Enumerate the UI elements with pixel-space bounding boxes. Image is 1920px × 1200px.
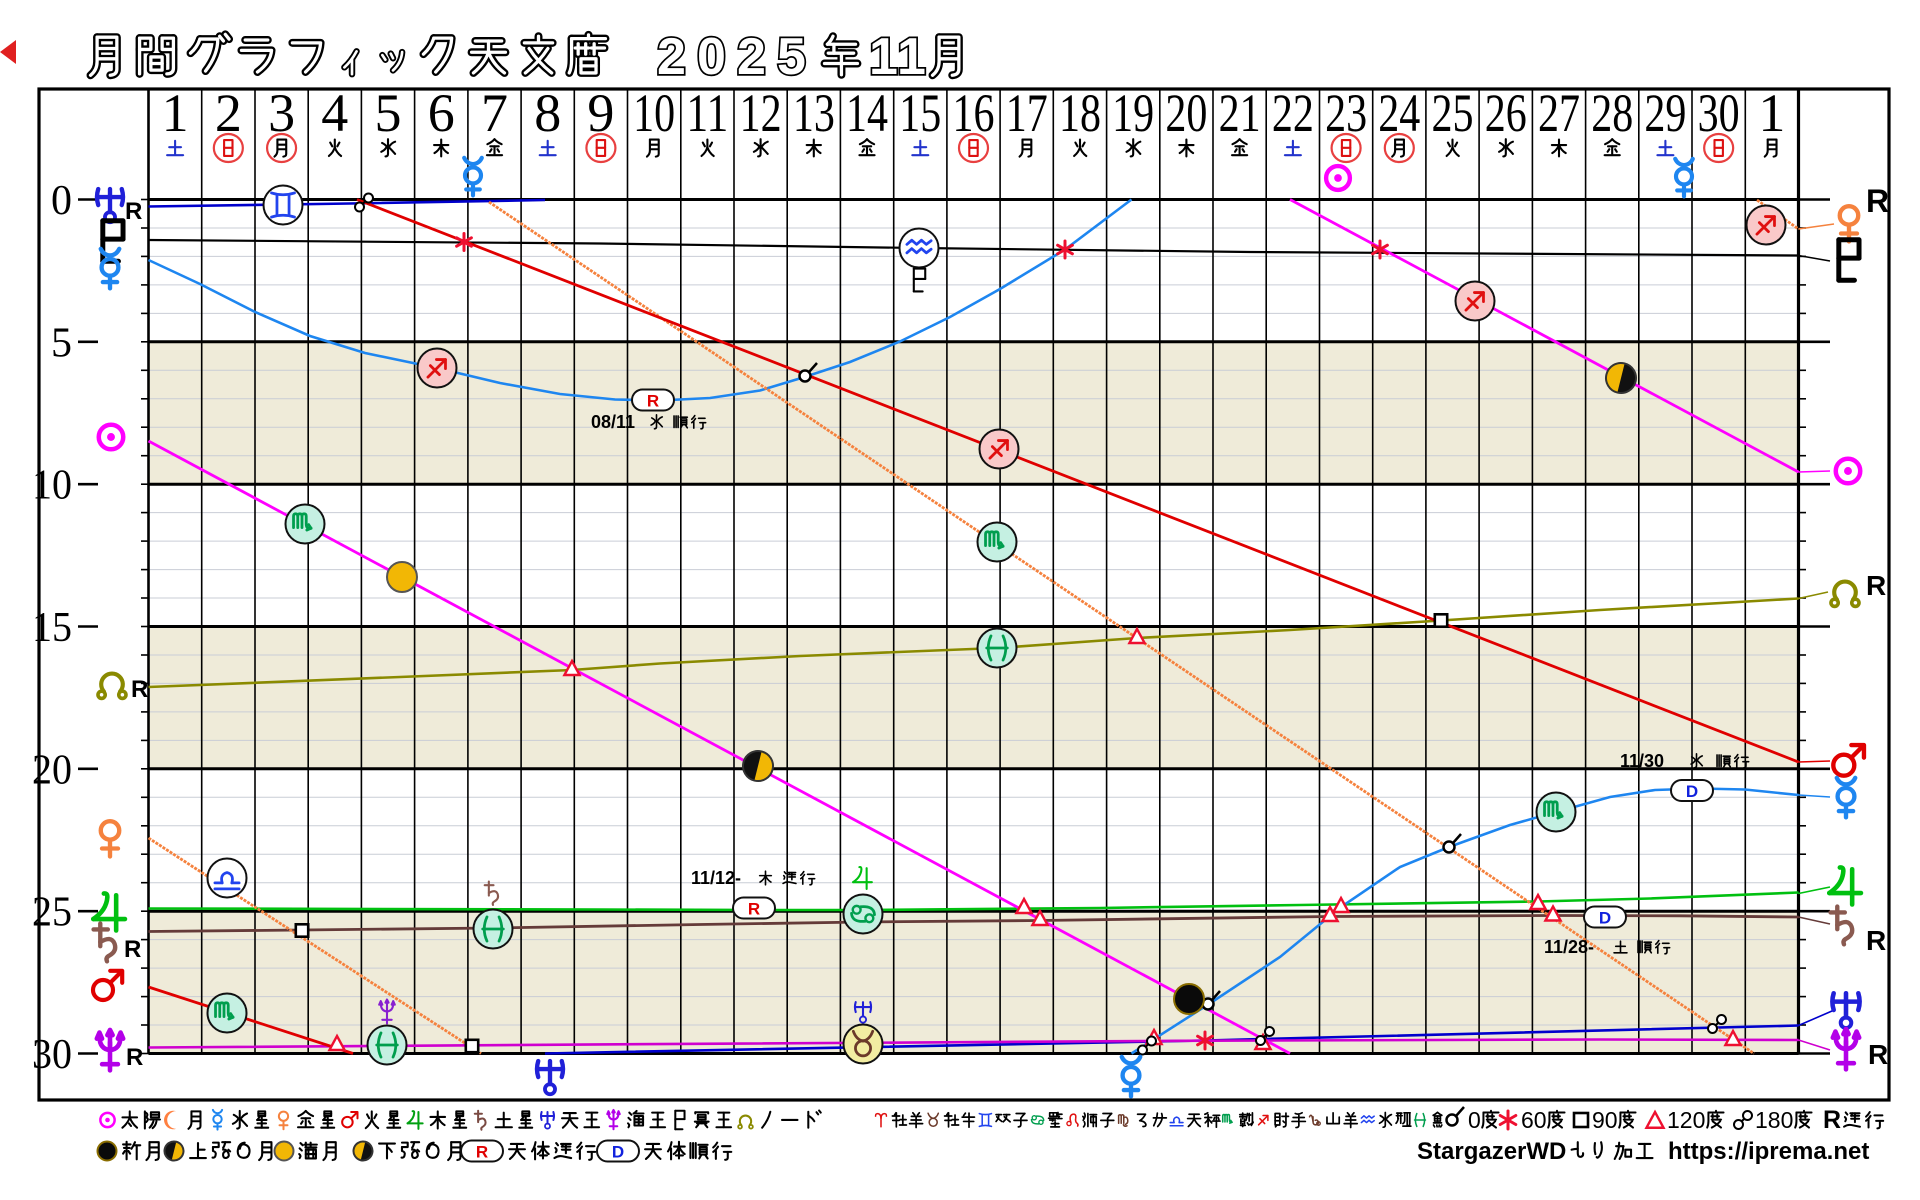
svg-text:0: 0 (51, 178, 72, 224)
svg-text:8: 8 (534, 83, 561, 143)
svg-text:15: 15 (32, 605, 72, 651)
svg-text:25: 25 (1432, 83, 1474, 143)
svg-text:0: 0 (697, 28, 726, 86)
svg-text:1: 1 (897, 28, 926, 86)
svg-text:21: 21 (1219, 83, 1261, 143)
svg-text:5: 5 (51, 320, 72, 366)
svg-text:0: 0 (1468, 1107, 1481, 1133)
svg-text:R: R (131, 676, 148, 703)
svg-text:20: 20 (1165, 83, 1207, 143)
svg-text:14: 14 (846, 83, 888, 143)
svg-text:30: 30 (32, 1032, 72, 1078)
svg-text:26: 26 (1485, 83, 1527, 143)
svg-text:18: 18 (1059, 83, 1101, 143)
svg-text:D: D (612, 1143, 624, 1162)
svg-text:13: 13 (793, 83, 835, 143)
svg-text:6: 6 (428, 83, 455, 143)
svg-text:180: 180 (1755, 1107, 1793, 1133)
svg-text:1: 1 (869, 28, 898, 86)
svg-text:R: R (125, 198, 142, 225)
svg-text:10: 10 (32, 463, 72, 509)
svg-text:R: R (1868, 1039, 1888, 1070)
svg-text:90: 90 (1592, 1107, 1618, 1133)
svg-text:08/11: 08/11 (591, 412, 635, 432)
svg-text:19: 19 (1112, 83, 1154, 143)
svg-text:R: R (748, 900, 760, 919)
svg-text:2: 2 (737, 28, 766, 86)
svg-text:R: R (1823, 1106, 1841, 1134)
svg-text:60: 60 (1521, 1107, 1547, 1133)
svg-text:1: 1 (162, 83, 189, 143)
svg-text:22: 22 (1272, 83, 1314, 143)
svg-text:11: 11 (686, 83, 728, 143)
svg-text:R: R (1866, 570, 1886, 601)
svg-text:27: 27 (1538, 83, 1580, 143)
svg-text:5: 5 (375, 83, 402, 143)
svg-text:R: R (647, 392, 659, 411)
svg-text:5: 5 (777, 28, 806, 86)
svg-text:17: 17 (1006, 83, 1048, 143)
svg-text:11/12-: 11/12- (691, 868, 741, 888)
svg-text:R: R (1866, 925, 1886, 956)
svg-text:12: 12 (740, 83, 782, 143)
svg-text:D: D (1686, 782, 1698, 801)
svg-text:https://iprema.net: https://iprema.net (1668, 1138, 1869, 1165)
svg-text:29: 29 (1644, 83, 1686, 143)
svg-text:120: 120 (1667, 1107, 1705, 1133)
svg-text:15: 15 (899, 83, 941, 143)
svg-text:11/28-: 11/28- (1544, 937, 1594, 957)
svg-text:10: 10 (633, 83, 675, 143)
svg-text:20: 20 (32, 747, 72, 793)
svg-text:1: 1 (1758, 83, 1785, 143)
svg-text:28: 28 (1591, 83, 1633, 143)
svg-text:R: R (124, 936, 141, 963)
svg-text:11/30: 11/30 (1620, 751, 1664, 771)
svg-text:StargazerWD: StargazerWD (1417, 1138, 1566, 1165)
svg-text:R: R (476, 1143, 488, 1162)
svg-text:25: 25 (32, 890, 72, 936)
svg-text:R: R (1866, 183, 1889, 219)
svg-text:R: R (126, 1044, 143, 1071)
svg-text:2: 2 (657, 28, 686, 86)
svg-text:4: 4 (321, 83, 348, 143)
svg-text:D: D (1599, 909, 1611, 928)
svg-text:7: 7 (481, 83, 508, 143)
